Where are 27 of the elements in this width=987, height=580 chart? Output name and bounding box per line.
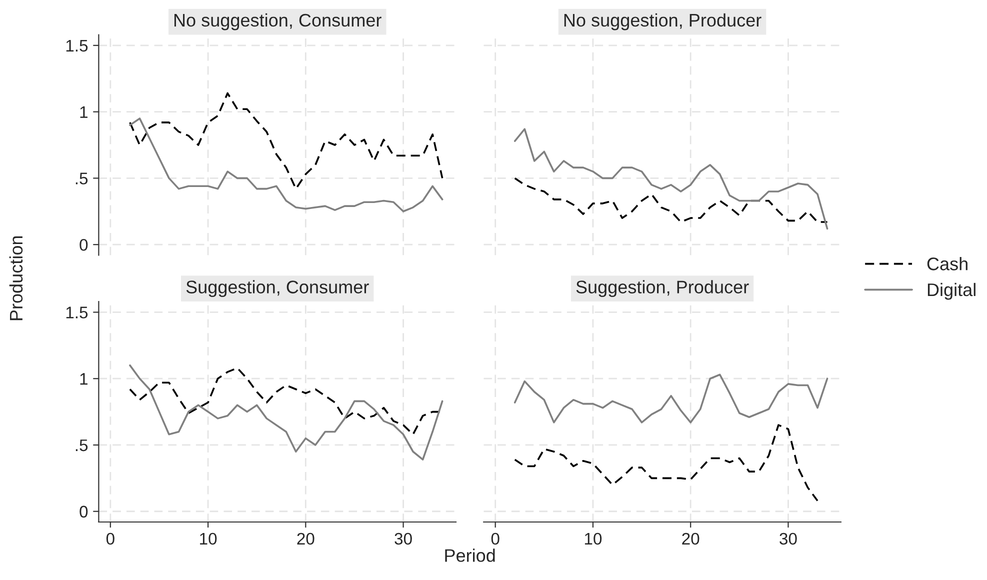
chart-title: No suggestion, Consumer <box>174 13 382 30</box>
chart-title: Suggestion, Producer <box>576 280 749 298</box>
y-tick-label: 1.5 <box>66 40 88 52</box>
x-tick-label: 10 <box>200 532 217 545</box>
x-tick-label: 10 <box>584 532 602 545</box>
y-tick-label: 0 <box>80 238 88 251</box>
y-tick-label: 1 <box>80 106 88 118</box>
x-tick-label: 30 <box>780 532 797 545</box>
y-axis-title: Production <box>9 236 23 320</box>
x-tick-label: 0 <box>491 532 500 545</box>
chart-title: Suggestion, Consumer <box>186 280 369 298</box>
x-tick-label: 0 <box>106 532 114 545</box>
line-series <box>129 92 444 190</box>
x-tick-label: 20 <box>682 532 700 545</box>
x-axis-title: Period <box>445 548 495 562</box>
chart-title: No suggestion, Producer <box>564 13 762 30</box>
legend-label: Cash <box>927 257 968 270</box>
y-tick-label: 0 <box>80 506 88 518</box>
x-tick-label: 20 <box>297 532 314 545</box>
y-tick-label: .5 <box>76 440 88 452</box>
line-series <box>129 118 444 212</box>
y-tick-label: 1 <box>80 373 88 385</box>
y-tick-label: 1.5 <box>66 306 88 318</box>
line-series <box>129 364 444 461</box>
legend-label: Digital <box>928 282 976 300</box>
y-tick-label: .5 <box>76 172 88 184</box>
x-tick-label: 30 <box>394 532 412 545</box>
